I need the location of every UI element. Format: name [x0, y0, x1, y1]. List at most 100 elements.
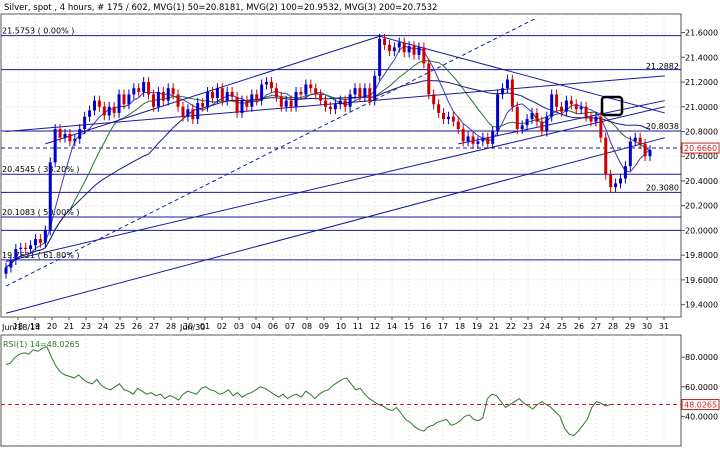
candle-body — [117, 94, 121, 113]
candle-body — [73, 138, 77, 142]
candle-body — [481, 137, 485, 142]
candle-body — [643, 143, 647, 157]
y-tick-label: 19.8000 — [685, 251, 718, 260]
x-tick-label: 06 — [268, 322, 278, 331]
candle-body — [623, 166, 627, 179]
x-tick-label: 28 — [608, 322, 618, 331]
candle-body — [383, 38, 387, 45]
y-tick-label: 20.2000 — [685, 202, 718, 211]
candle-body — [604, 137, 608, 175]
candle-body — [255, 94, 259, 101]
candle-body — [107, 106, 111, 116]
candle-body — [68, 133, 72, 142]
x-tick-label: 24 — [98, 322, 108, 331]
x-tick-label: 18 — [455, 322, 465, 331]
candle-body — [530, 112, 534, 120]
price-tag: 20.8038 — [646, 122, 679, 131]
candle-body — [486, 137, 490, 144]
candle-body — [294, 91, 298, 107]
candle-body — [250, 94, 254, 107]
candle-body — [324, 100, 328, 107]
x-tick-label: 18 — [13, 322, 23, 331]
x-tick-label: 11 — [353, 322, 363, 331]
y-tick-label: 19.4000 — [685, 301, 718, 310]
candle-body — [437, 104, 441, 113]
y-tick-label: 20.4000 — [685, 177, 718, 186]
candle-body — [343, 100, 347, 107]
candle-body — [206, 91, 210, 107]
candle-body — [609, 174, 613, 188]
candle-body — [14, 248, 18, 261]
candle-body — [407, 46, 411, 53]
candle-body — [230, 91, 234, 97]
candle-body — [92, 100, 96, 111]
x-tick-label: 30 — [183, 322, 193, 331]
candle-body — [58, 129, 62, 138]
candle-body — [550, 94, 554, 117]
x-tick-label: 09 — [319, 322, 329, 331]
candle-body — [496, 94, 500, 132]
price-panel — [0, 13, 682, 318]
x-tick-label: 26 — [132, 322, 142, 331]
candle-body — [48, 162, 52, 231]
candle-body — [161, 91, 165, 101]
y-tick-label: 20.6000 — [685, 152, 718, 161]
candle-body — [412, 46, 416, 55]
candle-body — [476, 141, 480, 144]
candle-body — [422, 47, 426, 64]
y-tick-label: 21.2000 — [685, 78, 718, 87]
x-tick-label: 27 — [591, 322, 601, 331]
x-tick-label: 08 — [302, 322, 312, 331]
candle-body — [191, 109, 195, 120]
candle-body — [417, 47, 421, 55]
candle-body — [619, 178, 623, 184]
x-tick-label: 02 — [217, 322, 227, 331]
candle-body — [491, 131, 495, 144]
candle-body — [19, 247, 23, 249]
candle-body — [137, 88, 141, 92]
candle-body — [535, 112, 539, 122]
x-tick-label: 16 — [421, 322, 431, 331]
candle-body — [38, 239, 42, 243]
candle-body — [461, 129, 465, 142]
fib-levels: 21.5753 ( 0.00% ) 20.4545 ( 38.20% ) 20.10… — [1, 27, 681, 261]
x-tick-label: 29 — [625, 322, 635, 331]
candle-body — [387, 44, 391, 52]
x-tick-label: 07 — [285, 322, 295, 331]
candle-body — [304, 84, 308, 95]
candle-body — [186, 109, 190, 117]
date-label: Jun/18/14 — [1, 323, 40, 332]
candle-body — [142, 82, 146, 92]
candle-body — [510, 79, 514, 107]
rsi-line — [5, 346, 611, 437]
candle-body — [648, 150, 652, 157]
candle-body — [555, 94, 559, 107]
price-tag: 20.3080 — [646, 183, 679, 192]
candle-body — [309, 84, 313, 89]
grid — [1, 14, 681, 446]
x-tick-label: 28 — [166, 322, 176, 331]
rsi-plot: 80.0000 60.0000 40.0000 48.0265 — [1, 346, 720, 437]
candle-body — [638, 137, 642, 144]
candle-body — [328, 106, 332, 110]
candle-body — [397, 42, 401, 48]
x-tick-label: 12 — [370, 322, 380, 331]
trend-line — [379, 35, 665, 114]
candle-body — [368, 88, 372, 101]
candle-body — [132, 88, 136, 95]
x-tick-label: 30 — [642, 322, 652, 331]
candle-body — [569, 100, 573, 105]
candle-body — [4, 267, 8, 274]
candle-body — [319, 94, 323, 101]
candle-body — [43, 230, 47, 243]
candle-body — [525, 119, 529, 126]
chart-title: Silver, spot , 4 hours, # 175 / 602, MVG… — [4, 3, 437, 13]
x-tick-label: 20 — [47, 322, 57, 331]
y-tick-label: 21.6000 — [685, 29, 718, 38]
candle-body — [358, 88, 362, 97]
candle-body — [427, 63, 431, 95]
candle-body — [501, 88, 505, 95]
candle-body — [564, 100, 568, 112]
x-tick-label: 22 — [506, 322, 516, 331]
